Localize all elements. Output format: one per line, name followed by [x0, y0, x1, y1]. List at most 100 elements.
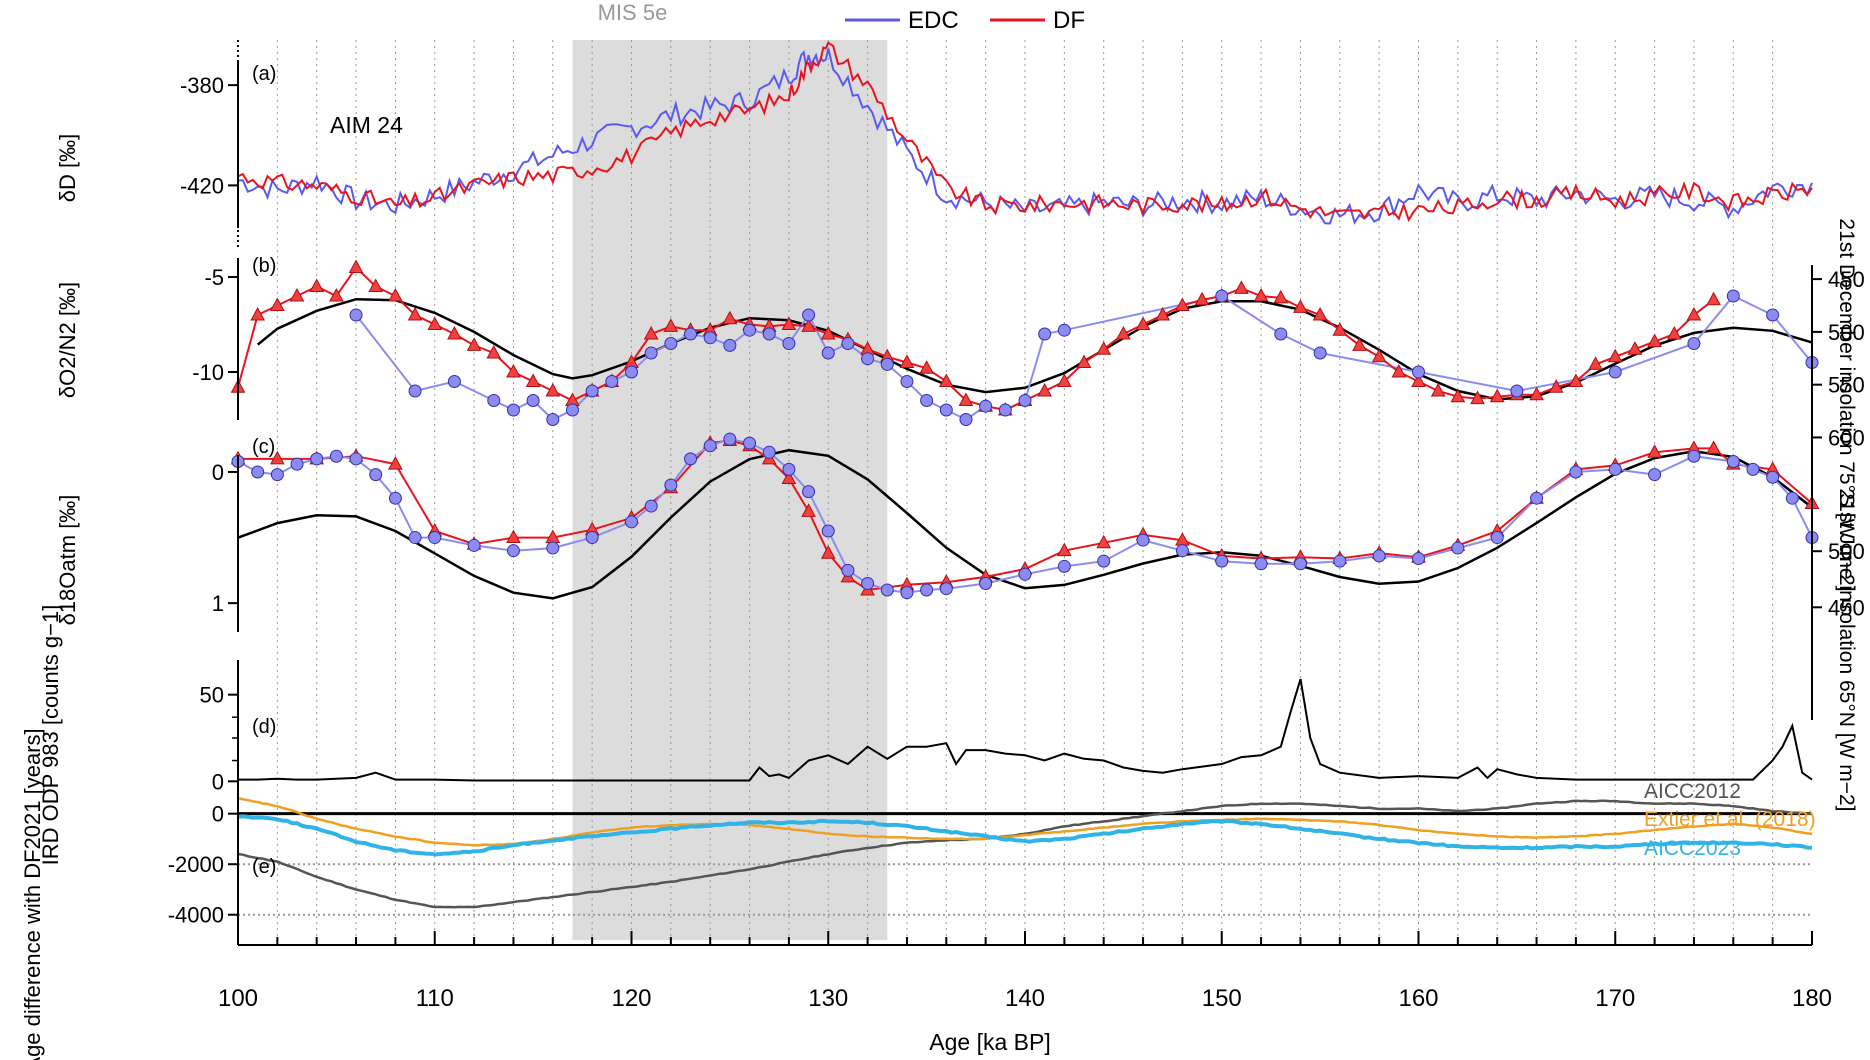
df-o2n2-point: [1076, 354, 1092, 368]
ytick-label-d: 0: [212, 769, 224, 794]
right-ytick-label-b: 550: [1828, 373, 1865, 398]
edc-d18o-point: [1746, 462, 1760, 476]
ytick-label-b: -10: [192, 360, 224, 385]
edc-d18o-point: [979, 576, 993, 590]
ytick-label-e: 0: [212, 802, 224, 827]
edc-d18o-point: [684, 452, 698, 466]
ytick-label-e: -4000: [168, 903, 224, 928]
edc-d18o-point: [506, 544, 520, 558]
xtick-label: 110: [416, 985, 454, 1012]
df-o2n2-point: [348, 259, 364, 273]
df-o2n2-point: [309, 278, 325, 292]
ytick-label-c: 0: [212, 460, 224, 485]
df-o2n2-point: [1155, 306, 1171, 321]
series-insolation-jun-65N: [237, 448, 1813, 600]
df-d18o-point: [1096, 534, 1112, 549]
df-o2n2-point: [250, 306, 266, 321]
df-o2n2-point: [1194, 291, 1210, 306]
df-o2n2-point: [289, 287, 305, 302]
ylabel-a: δD [‰]: [55, 134, 80, 202]
ytick-label-b: -5: [204, 265, 224, 290]
edc-d18o-point: [900, 586, 914, 600]
edc-o2n2-point: [1412, 365, 1425, 379]
edc-d18o-point: [1372, 549, 1386, 563]
legend-df-label: DF: [1053, 7, 1085, 34]
df-o2n2-point: [1588, 356, 1603, 370]
df-d18o-point: [506, 529, 521, 544]
edc-o2n2-point: [939, 403, 953, 417]
ylabel-d: IRD ODP 983 [counts g−1]: [38, 605, 63, 866]
edc-d18o-point: [467, 538, 481, 552]
edc-o2n2-point: [782, 337, 796, 350]
df-o2n2-point: [407, 306, 423, 321]
edc-o2n2-point: [1726, 289, 1740, 303]
edc-d18o-point: [546, 541, 560, 555]
edc-d18o-point: [743, 436, 757, 450]
edc-d18o-point: [841, 563, 855, 577]
edc-d18o-point: [310, 452, 324, 466]
edc-d18o-point: [270, 468, 284, 482]
edc-o2n2-point: [487, 394, 501, 407]
edc-d18o-point: [388, 491, 402, 505]
edc-o2n2-point: [880, 357, 894, 371]
edc-d18o-point: [920, 583, 934, 597]
ytick-label-a: -380: [180, 73, 224, 98]
edc-d18o-point: [408, 531, 422, 545]
edc-d18o-point: [821, 524, 835, 538]
ytick-label-a: -420: [180, 173, 224, 198]
edc-o2n2-point: [861, 352, 875, 366]
edc-o2n2-point: [959, 413, 973, 426]
df-o2n2-point: [781, 316, 797, 330]
edc-d18o-point: [644, 499, 658, 513]
edc-d18o-point: [1451, 541, 1465, 555]
edc-d18o-point: [290, 457, 304, 471]
edc-d18o-point: [1785, 491, 1799, 505]
ytick-label-e: -2000: [168, 852, 224, 877]
ylabel-right-c: 21st June insolation 65°N [W m−2]: [1835, 489, 1858, 812]
df-o2n2-point: [1293, 299, 1308, 313]
df-o2n2-point: [1686, 306, 1702, 321]
edc-d18o-point: [585, 531, 599, 545]
edc-d18o-point: [1726, 454, 1740, 468]
df-o2n2-point: [1430, 382, 1446, 397]
right-ytick-label-b: 450: [1828, 267, 1865, 292]
edc-o2n2-point: [625, 365, 638, 379]
xtick-label: 170: [1595, 985, 1635, 1012]
edc-o2n2-point: [664, 337, 678, 350]
df-o2n2-point: [466, 337, 482, 351]
df-o2n2-point: [1529, 386, 1544, 401]
edc-d18o-point: [251, 465, 265, 479]
series-aicc2012: [237, 799, 1812, 909]
horizontal-guide-lines: [238, 812, 1812, 916]
xtick-label: 100: [218, 985, 258, 1012]
edc-d18o-point: [1136, 533, 1150, 547]
df-o2n2-point: [525, 373, 541, 387]
edc-o2n2-point: [703, 331, 717, 345]
df-o2n2-point: [1096, 341, 1112, 355]
mis5e-shaded-region: [572, 40, 888, 940]
df-o2n2-point: [545, 382, 561, 397]
edc-o2n2-point: [684, 327, 698, 341]
df-o2n2-point: [1489, 388, 1505, 403]
edc-d18o-point: [703, 439, 717, 453]
xtick-label: 180: [1792, 985, 1832, 1012]
edc-o2n2-point: [1766, 308, 1780, 322]
df-o2n2-point: [1352, 337, 1367, 351]
edc-d18o-point: [1530, 491, 1544, 505]
df-o2n2-point: [1627, 341, 1643, 355]
df-o2n2-point: [270, 297, 285, 311]
df-o2n2-point: [329, 287, 344, 302]
df-o2n2-point: [1666, 325, 1682, 340]
label-aicc2023: AICC2023: [1644, 837, 1741, 860]
edc-o2n2-point: [1687, 337, 1701, 350]
xtick-label: 130: [808, 985, 848, 1012]
df-o2n2-point: [820, 325, 836, 340]
ylabel-right-b: 21st December insolation 75°S [W m−2]: [1835, 218, 1858, 591]
edc-o2n2-point: [546, 413, 560, 426]
panel-c-letter: (c): [252, 436, 275, 458]
edc-o2n2-point: [565, 403, 579, 417]
df-d18o-point: [270, 450, 285, 465]
edc-d18o-point: [1490, 531, 1504, 545]
df-o2n2-point: [958, 392, 974, 406]
